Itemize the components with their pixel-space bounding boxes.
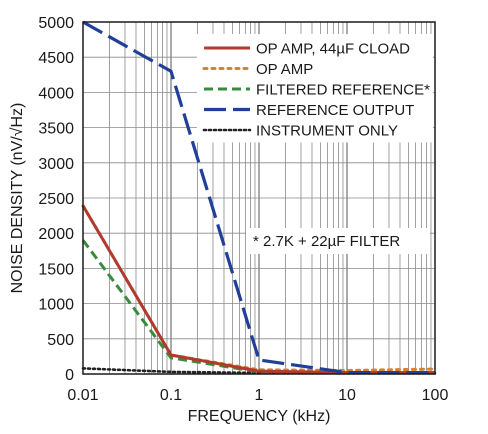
series-line-0: [81, 204, 435, 375]
filter-note-text: * 2.7K + 22µF FILTER: [253, 233, 400, 250]
legend-label: FILTERED REFERENCE*: [256, 82, 430, 99]
legend-label: REFERENCE OUTPUT: [256, 102, 414, 119]
x-axis-title: FREQUENCY (kHz): [188, 408, 331, 425]
series-line-3: [82, 20, 435, 375]
plot-frame: [82, 21, 436, 375]
series-lines: [81, 20, 437, 375]
x-tick-label: 10: [338, 387, 356, 404]
y-tick-label: 4000: [38, 85, 74, 102]
y-tick-label: 0: [65, 367, 74, 384]
y-tick-label: 3000: [38, 156, 74, 173]
y-tick-label: 1000: [38, 297, 74, 314]
y-tick-label: 5000: [38, 15, 74, 32]
legend-label: OP AMP, 44µF CLOAD: [256, 41, 410, 58]
y-tick-label: 3500: [38, 121, 74, 138]
filter-note: * 2.7K + 22µF FILTER: [246, 228, 430, 254]
x-tick-labels: 0.01 0.1 1 10 100: [67, 387, 448, 404]
x-tick-label: 100: [422, 387, 449, 404]
y-tick-label: 2500: [38, 191, 74, 208]
legend: OP AMP, 44µF CLOAD OP AMP FILTERED REFEREN…: [197, 34, 433, 143]
x-tick-label: 0.1: [160, 387, 182, 404]
x-tick-label: 1: [255, 387, 264, 404]
legend-label: INSTRUMENT ONLY: [256, 123, 398, 140]
y-tick-label: 2000: [38, 226, 74, 243]
y-tick-label: 1500: [38, 261, 74, 278]
legend-label: OP AMP: [256, 61, 313, 78]
filter-note-background: [246, 228, 430, 254]
y-tick-labels: 0 500 1000 1500 2000 2500 3000 3500 4000 4500 5000: [38, 15, 74, 384]
y-tick-label: 500: [47, 332, 74, 349]
y-axis-title: NOISE DENSITY (nV/√Hz): [9, 103, 26, 294]
y-tick-label: 4500: [38, 50, 74, 67]
series-line-4: [81, 367, 437, 375]
x-tick-label: 0.01: [67, 387, 98, 404]
